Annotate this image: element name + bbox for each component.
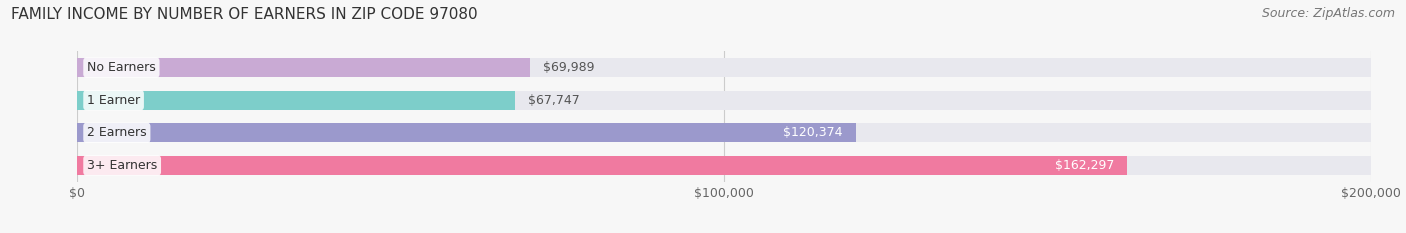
Bar xyxy=(77,58,530,77)
Text: $120,374: $120,374 xyxy=(783,126,844,139)
Text: 3+ Earners: 3+ Earners xyxy=(87,159,157,172)
Text: 2 Earners: 2 Earners xyxy=(87,126,146,139)
Text: 1 Earner: 1 Earner xyxy=(87,94,141,107)
Text: Source: ZipAtlas.com: Source: ZipAtlas.com xyxy=(1261,7,1395,20)
Bar xyxy=(77,123,1371,142)
Text: $69,989: $69,989 xyxy=(543,61,595,74)
Text: No Earners: No Earners xyxy=(87,61,156,74)
Bar xyxy=(77,123,856,142)
Bar xyxy=(77,156,1128,175)
Bar xyxy=(77,91,1371,110)
Text: FAMILY INCOME BY NUMBER OF EARNERS IN ZIP CODE 97080: FAMILY INCOME BY NUMBER OF EARNERS IN ZI… xyxy=(11,7,478,22)
Bar xyxy=(77,58,1371,77)
Bar xyxy=(77,156,1371,175)
Text: $67,747: $67,747 xyxy=(529,94,581,107)
Bar xyxy=(77,91,516,110)
Text: $162,297: $162,297 xyxy=(1054,159,1114,172)
